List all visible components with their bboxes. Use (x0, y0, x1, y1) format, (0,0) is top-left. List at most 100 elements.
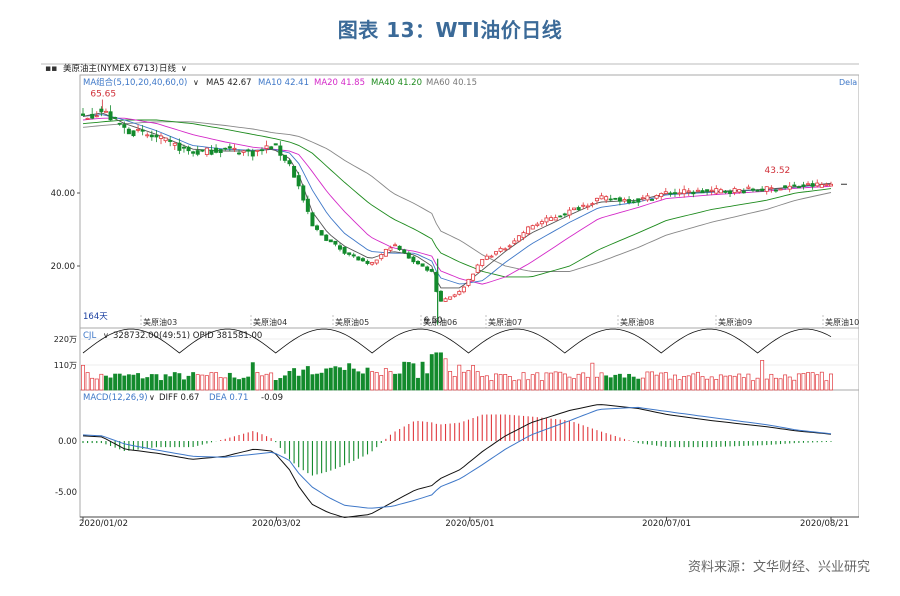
symbol-label[interactable]: 美原油主(NYMEX 6713) (63, 63, 158, 74)
candle-body (232, 147, 237, 150)
candle-body (301, 185, 306, 201)
candle-body (484, 255, 489, 260)
volume-bar (117, 373, 122, 391)
candle-body (397, 245, 402, 251)
volume-bar (301, 369, 306, 391)
delay-label: Dela (839, 78, 857, 87)
ma-group-label[interactable]: MA组合(5,10,20,40,60,0) (83, 77, 187, 88)
volume-bar (278, 378, 283, 391)
volume-bar (273, 380, 278, 391)
candle-body (315, 225, 320, 230)
volume-bar (581, 372, 586, 391)
macd-diff-line (82, 404, 832, 519)
contract-label: 美原油03 (143, 317, 177, 327)
macd-dropdown-icon[interactable]: ∨ (149, 393, 155, 402)
candle-body (103, 110, 108, 113)
candle-body (599, 195, 604, 200)
volume-bar (416, 377, 420, 391)
volume-bar (443, 358, 448, 391)
candle-body (764, 186, 769, 192)
volume-bar (562, 373, 567, 391)
volume-values: 328732.00(49:51) OPID 381581.00 (113, 331, 262, 341)
volume-dropdown-icon[interactable]: ∨ (103, 331, 109, 340)
volume-bar (149, 374, 154, 391)
candle-body (259, 149, 264, 152)
volume-bar (705, 378, 710, 391)
candle-body (292, 165, 297, 178)
volume-bar (420, 361, 425, 391)
volume-bar (195, 374, 200, 391)
candle-body (324, 234, 329, 241)
ma-group-dropdown-icon[interactable]: ∨ (193, 78, 199, 87)
period-label[interactable]: 日线 (159, 63, 177, 74)
volume-bar (810, 372, 815, 391)
volume-bar (296, 375, 301, 391)
candle-body (296, 175, 301, 187)
candle-body (328, 239, 333, 243)
volume-bar (645, 371, 650, 391)
volume-bar (778, 378, 783, 391)
volume-bar (379, 375, 384, 391)
candle-body (746, 186, 751, 189)
volume-bar (631, 376, 636, 391)
candle-body (778, 188, 783, 191)
volume-bar (452, 376, 457, 391)
low-annotation: 6.50 (424, 316, 443, 326)
candle-body (159, 135, 164, 139)
volume-bar (255, 372, 260, 391)
volume-bar (448, 371, 453, 391)
volume-bar (214, 372, 219, 391)
contract-label: 美原油04 (253, 317, 287, 327)
volume-bar (237, 379, 241, 391)
volume-bar (136, 373, 141, 391)
candle-body (200, 149, 205, 152)
volume-bar (287, 370, 292, 391)
volume-bar (388, 371, 393, 391)
volume-bar (232, 377, 237, 391)
candle-body (461, 286, 466, 293)
candle-body (438, 290, 443, 302)
candle-body (223, 147, 228, 150)
candle-body (819, 184, 824, 188)
candle-body (539, 221, 544, 225)
recent-high-annotation: 43.52 (765, 166, 791, 176)
volume-bar (659, 372, 664, 391)
volume-bar (535, 372, 540, 391)
candle-body (471, 273, 476, 281)
volume-bar (282, 375, 287, 391)
candle-body (700, 190, 705, 194)
candle-body (163, 137, 168, 142)
volume-bar (549, 372, 554, 391)
candle-body (654, 195, 659, 199)
candle-body (246, 149, 251, 152)
candle-body (351, 254, 356, 257)
volume-bar (576, 373, 581, 391)
candle-body (94, 115, 99, 118)
x-tick-label: 2020/07/01 (642, 519, 691, 529)
volume-bar (769, 373, 774, 391)
candle-body (273, 143, 278, 146)
candle-body (755, 189, 760, 192)
candle-body (714, 188, 719, 194)
volume-bar (484, 375, 489, 391)
candle-body (383, 248, 388, 257)
volume-bar (264, 373, 269, 391)
period-dropdown-icon[interactable]: ∨ (181, 64, 187, 73)
volume-bar (338, 367, 342, 391)
candle-body (347, 252, 352, 255)
candle-body (415, 261, 420, 265)
volume-bar (328, 367, 333, 391)
volume-bar (292, 368, 297, 391)
macd-dea-legend: DEA 0.71 (209, 393, 248, 403)
volume-bar (829, 373, 833, 391)
ma40-legend: MA40 41.20 (371, 78, 422, 88)
candle-body (617, 197, 622, 202)
volume-bar (191, 372, 196, 391)
menu-dots-icon[interactable]: ▪▪ (45, 64, 57, 74)
candle-body (452, 294, 457, 297)
volume-bar (608, 377, 613, 391)
candle-body (659, 193, 664, 198)
volume-bar (755, 377, 760, 391)
candle-body (360, 258, 365, 262)
x-tick-label: 2020/01/02 (79, 519, 128, 529)
